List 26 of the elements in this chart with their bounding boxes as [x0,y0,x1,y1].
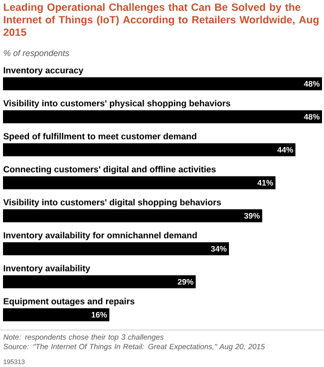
data-label: 48% [304,114,320,120]
bar [3,143,296,156]
data-label: 29% [178,278,194,285]
bar [3,308,110,322]
y-tick-label: Inventory accuracy [4,67,84,76]
y-tick-label: Visibility into customers' physical shopping behaviors [3,100,230,108]
bar [3,110,322,124]
y-tick-label: Equipment outages and repairs [4,298,134,306]
bar [3,176,276,190]
bar [3,77,322,90]
y-tick-label: Inventory availability [4,264,90,274]
chart-subtitle: % of respondents [4,50,70,58]
y-tick-label: Speed of fulfillment to meet customer demand [3,132,196,142]
bar [3,242,229,256]
chart-title: Leading Operational Challenges that Can Be Solved by the Internet of Things (IoT) According to Retailers Worldwide, Aug 2015 [4,3,318,36]
data-label: 41% [257,180,274,186]
y-tick-label: Inventory availability for omnichannel demand [4,232,197,240]
data-label: 39% [244,212,260,219]
data-label: 44% [277,146,294,153]
data-label: 34% [210,246,227,252]
y-tick-label: Connecting customers' digital and offline activities [4,166,216,174]
data-label: 48% [304,80,320,87]
bar [3,275,196,288]
bar [3,209,262,222]
data-label: 16% [92,312,107,318]
y-tick-label: Visibility into customers' digital shopping behaviors [3,198,221,208]
